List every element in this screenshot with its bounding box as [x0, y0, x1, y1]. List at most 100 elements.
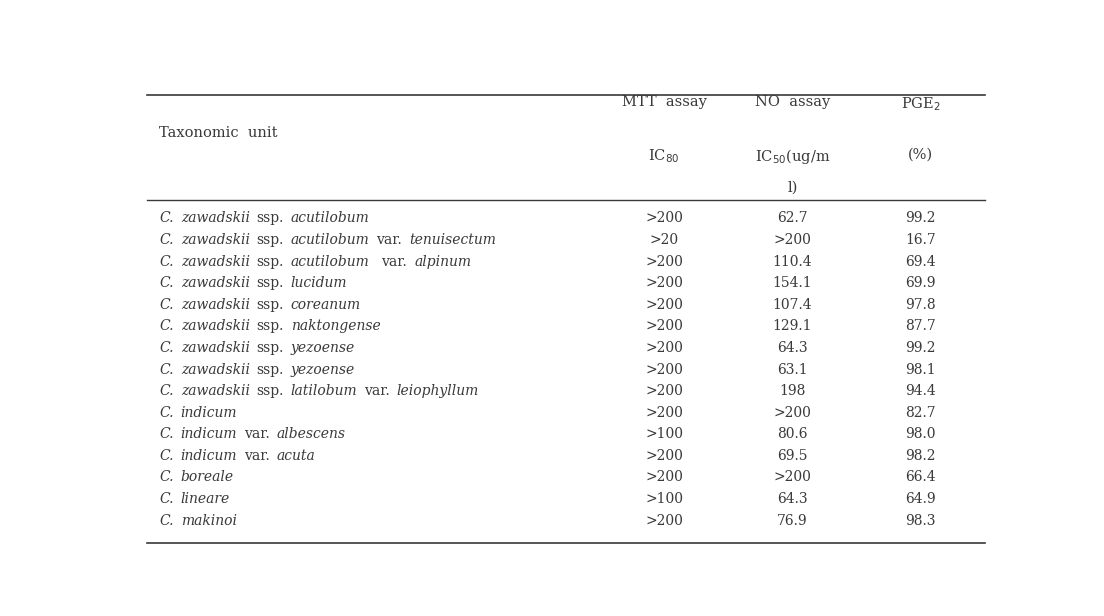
Text: ssp.: ssp.: [256, 211, 284, 225]
Text: IC$_{50}$(ug/m: IC$_{50}$(ug/m: [755, 147, 830, 166]
Text: C.: C.: [159, 276, 174, 290]
Text: var.: var.: [364, 384, 390, 398]
Text: C.: C.: [159, 471, 174, 484]
Text: >200: >200: [645, 384, 683, 398]
Text: Taxonomic  unit: Taxonomic unit: [159, 126, 278, 140]
Text: >100: >100: [645, 428, 683, 441]
Text: >200: >200: [645, 514, 683, 528]
Text: zawadskii: zawadskii: [181, 254, 250, 269]
Text: >20: >20: [649, 233, 679, 247]
Text: 98.3: 98.3: [905, 514, 936, 528]
Text: 80.6: 80.6: [777, 428, 808, 441]
Text: >200: >200: [645, 276, 683, 290]
Text: >200: >200: [645, 363, 683, 376]
Text: 76.9: 76.9: [777, 514, 808, 528]
Text: C.: C.: [159, 363, 174, 376]
Text: yezoense: yezoense: [290, 363, 355, 376]
Text: >200: >200: [645, 319, 683, 333]
Text: C.: C.: [159, 384, 174, 398]
Text: 16.7: 16.7: [905, 233, 936, 247]
Text: C.: C.: [159, 319, 174, 333]
Text: 64.3: 64.3: [777, 492, 808, 506]
Text: ssp.: ssp.: [256, 233, 284, 247]
Text: zawadskii: zawadskii: [181, 363, 250, 376]
Text: NO  assay: NO assay: [755, 95, 830, 109]
Text: l): l): [787, 180, 798, 195]
Text: 99.2: 99.2: [905, 211, 936, 225]
Text: >200: >200: [645, 406, 683, 419]
Text: tenuisectum: tenuisectum: [408, 233, 496, 247]
Text: zawadskii: zawadskii: [181, 211, 250, 225]
Text: 69.4: 69.4: [905, 254, 936, 269]
Text: >100: >100: [645, 492, 683, 506]
Text: 64.9: 64.9: [905, 492, 936, 506]
Text: 98.0: 98.0: [905, 428, 936, 441]
Text: >200: >200: [645, 471, 683, 484]
Text: latilobum: latilobum: [290, 384, 358, 398]
Text: var.: var.: [244, 449, 269, 463]
Text: naktongense: naktongense: [290, 319, 381, 333]
Text: coreanum: coreanum: [290, 298, 361, 312]
Text: zawadskii: zawadskii: [181, 276, 250, 290]
Text: 198: 198: [779, 384, 806, 398]
Text: yezoense: yezoense: [290, 341, 355, 355]
Text: C.: C.: [159, 233, 174, 247]
Text: C.: C.: [159, 514, 174, 528]
Text: indicum: indicum: [181, 428, 237, 441]
Text: 66.4: 66.4: [905, 471, 936, 484]
Text: MTT  assay: MTT assay: [622, 95, 707, 109]
Text: 99.2: 99.2: [905, 341, 936, 355]
Text: ssp.: ssp.: [256, 363, 284, 376]
Text: zawadskii: zawadskii: [181, 233, 250, 247]
Text: albescens: albescens: [277, 428, 346, 441]
Text: boreale: boreale: [181, 471, 234, 484]
Text: 64.3: 64.3: [777, 341, 808, 355]
Text: C.: C.: [159, 492, 174, 506]
Text: >200: >200: [774, 406, 811, 419]
Text: 97.8: 97.8: [905, 298, 936, 312]
Text: zawadskii: zawadskii: [181, 298, 250, 312]
Text: zawadskii: zawadskii: [181, 341, 250, 355]
Text: PGE$_2$: PGE$_2$: [901, 95, 941, 113]
Text: >200: >200: [645, 449, 683, 463]
Text: C.: C.: [159, 428, 174, 441]
Text: lineare: lineare: [181, 492, 230, 506]
Text: indicum: indicum: [181, 449, 237, 463]
Text: var.: var.: [376, 233, 402, 247]
Text: >200: >200: [645, 298, 683, 312]
Text: 110.4: 110.4: [773, 254, 813, 269]
Text: 69.5: 69.5: [777, 449, 808, 463]
Text: makinoi: makinoi: [181, 514, 236, 528]
Text: 82.7: 82.7: [905, 406, 936, 419]
Text: ssp.: ssp.: [256, 341, 284, 355]
Text: 63.1: 63.1: [777, 363, 808, 376]
Text: indicum: indicum: [181, 406, 237, 419]
Text: 98.1: 98.1: [905, 363, 936, 376]
Text: ssp.: ssp.: [256, 319, 284, 333]
Text: >200: >200: [645, 341, 683, 355]
Text: var.: var.: [244, 428, 269, 441]
Text: 62.7: 62.7: [777, 211, 808, 225]
Text: zawadskii: zawadskii: [181, 384, 250, 398]
Text: 129.1: 129.1: [773, 319, 813, 333]
Text: zawadskii: zawadskii: [181, 319, 250, 333]
Text: C.: C.: [159, 298, 174, 312]
Text: C.: C.: [159, 449, 174, 463]
Text: acuta: acuta: [277, 449, 316, 463]
Text: ssp.: ssp.: [256, 298, 284, 312]
Text: >200: >200: [774, 233, 811, 247]
Text: 87.7: 87.7: [905, 319, 936, 333]
Text: ssp.: ssp.: [256, 254, 284, 269]
Text: ssp.: ssp.: [256, 384, 284, 398]
Text: acutilobum: acutilobum: [290, 211, 370, 225]
Text: >200: >200: [774, 471, 811, 484]
Text: C.: C.: [159, 211, 174, 225]
Text: 98.2: 98.2: [905, 449, 936, 463]
Text: >200: >200: [645, 254, 683, 269]
Text: C.: C.: [159, 254, 174, 269]
Text: 69.9: 69.9: [905, 276, 936, 290]
Text: 154.1: 154.1: [773, 276, 813, 290]
Text: 107.4: 107.4: [773, 298, 813, 312]
Text: C.: C.: [159, 341, 174, 355]
Text: acutilobum: acutilobum: [290, 233, 370, 247]
